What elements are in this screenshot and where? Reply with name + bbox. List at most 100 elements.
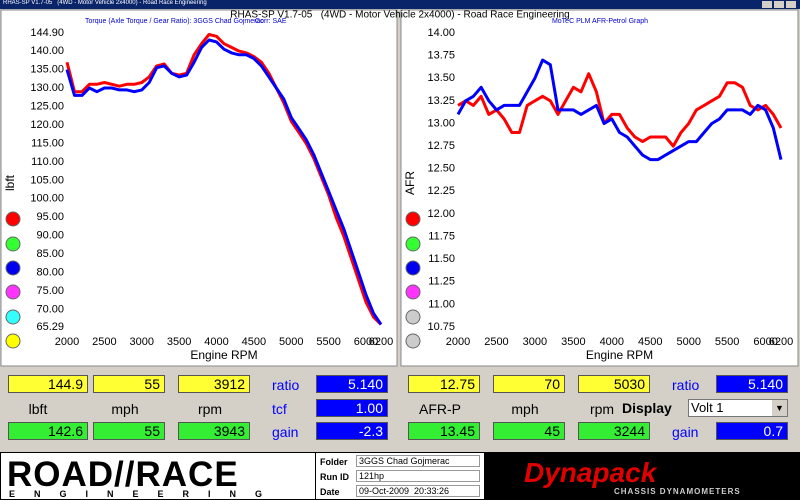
legend-dot[interactable] bbox=[405, 236, 421, 252]
x-tick-label: 3500 bbox=[167, 336, 191, 348]
readout-value: 144.9 bbox=[8, 375, 88, 393]
y-tick-label: 11.25 bbox=[428, 276, 455, 288]
y-tick-label: 12.50 bbox=[427, 163, 455, 175]
x-tick-label: 6200 bbox=[769, 336, 793, 348]
x-tick-label: 3500 bbox=[561, 336, 585, 348]
y-tick-label: 65.29 bbox=[36, 321, 64, 333]
display-value: Volt 1 bbox=[691, 400, 724, 415]
y-tick-label: 70.00 bbox=[36, 304, 64, 316]
title-bar: RHAS-SP V1.7-05 (4WD - Motor Vehicle 2x4… bbox=[0, 0, 800, 9]
maximize-button[interactable] bbox=[774, 1, 784, 8]
x-tick-label: 5000 bbox=[279, 336, 303, 348]
readout-label: rpm bbox=[589, 401, 615, 417]
chart-panel bbox=[400, 9, 799, 367]
readout-label: mph bbox=[111, 401, 139, 417]
x-tick-label: 2000 bbox=[446, 336, 470, 348]
y-tick-label: 144.90 bbox=[30, 27, 64, 39]
y-tick-label: 130.00 bbox=[30, 82, 64, 94]
readout-label: rpm bbox=[197, 401, 223, 417]
logo-main: ROAD//RACE bbox=[7, 455, 239, 494]
charts: RHAS-SP V1.7-05 (4WD - Motor Vehicle 2x4… bbox=[0, 9, 799, 367]
info-value: 09-Oct-2009 20:33:26 bbox=[356, 485, 480, 497]
legend-dot[interactable] bbox=[405, 309, 421, 325]
legend-dot[interactable] bbox=[5, 211, 21, 227]
logo-sub: ENGINEERING bbox=[9, 489, 282, 499]
readout-value: 70 bbox=[493, 375, 565, 393]
x-tick-label: 4000 bbox=[600, 336, 624, 348]
app-title: RHAS-SP V1.7-05 (4WD - Motor Vehicle 2x4… bbox=[230, 10, 569, 21]
y-tick-label: 13.25 bbox=[427, 95, 455, 107]
y-tick-label: 13.50 bbox=[427, 72, 455, 84]
legend-dot[interactable] bbox=[405, 211, 421, 227]
x-tick-label: 3000 bbox=[130, 336, 154, 348]
x-tick-label: 3000 bbox=[523, 336, 547, 348]
gain-value[interactable]: 0.7 bbox=[716, 422, 788, 440]
y-tick-label: 105.00 bbox=[30, 174, 64, 186]
y-tick-label: 14.00 bbox=[427, 27, 455, 39]
readout-panel: 144.9 55 3912 lbft mph rpm 142.6 55 3943… bbox=[0, 368, 800, 452]
x-tick-label: 5500 bbox=[715, 336, 739, 348]
chart-title: Torque (Axle Torque / Gear Ratio): 3GGS … bbox=[85, 18, 264, 25]
readout-label: AFR-P bbox=[419, 401, 461, 417]
y-tick-label: 125.00 bbox=[30, 100, 64, 112]
info-label: Folder bbox=[320, 457, 348, 467]
dropdown-arrow[interactable]: ▼ bbox=[772, 400, 787, 416]
minimize-button[interactable] bbox=[762, 1, 772, 8]
tcf-label: tcf bbox=[272, 401, 287, 417]
gain-value[interactable]: -2.3 bbox=[316, 422, 388, 440]
ratio-value[interactable]: 5.140 bbox=[316, 375, 388, 393]
gain-label: gain bbox=[272, 424, 299, 440]
y-tick-label: 13.00 bbox=[427, 117, 455, 129]
legend-dot[interactable] bbox=[5, 284, 21, 300]
left-legend bbox=[5, 211, 21, 349]
y-axis-label: AFR bbox=[403, 171, 417, 195]
brand-panel: Dynapack CHASSIS DYNAMOMETERS bbox=[484, 453, 799, 499]
tcf-value[interactable]: 1.00 bbox=[316, 399, 388, 417]
y-tick-label: 120.00 bbox=[30, 119, 64, 131]
close-button[interactable] bbox=[786, 1, 796, 8]
y-tick-label: 95.00 bbox=[36, 211, 64, 223]
y-tick-label: 90.00 bbox=[36, 230, 64, 242]
chart-subtitle: Corr: SAE bbox=[255, 18, 287, 25]
y-tick-label: 110.00 bbox=[31, 156, 64, 168]
ratio-value[interactable]: 5.140 bbox=[716, 375, 788, 393]
readout-value: 45 bbox=[493, 422, 565, 440]
readout-value: 55 bbox=[93, 422, 165, 440]
legend-dot[interactable] bbox=[405, 284, 421, 300]
y-tick-label: 12.75 bbox=[427, 140, 455, 152]
brand-sub: CHASSIS DYNAMOMETERS bbox=[614, 487, 741, 496]
legend-dot[interactable] bbox=[405, 260, 421, 276]
info-value: 121hp bbox=[356, 470, 480, 482]
y-tick-label: 100.00 bbox=[30, 193, 64, 205]
display-label: Display bbox=[622, 400, 672, 416]
ratio-label: ratio bbox=[272, 377, 300, 393]
readout-value: 5030 bbox=[578, 375, 650, 393]
legend-dot[interactable] bbox=[5, 260, 21, 276]
legend-dot[interactable] bbox=[5, 309, 21, 325]
info-label: Date bbox=[320, 487, 340, 497]
legend-dot[interactable] bbox=[405, 333, 421, 349]
readout-value: 3244 bbox=[578, 422, 650, 440]
x-tick-label: 2500 bbox=[484, 336, 508, 348]
right-legend bbox=[405, 211, 421, 349]
run-info: Folder 3GGS Chad Gojmerac Run ID 121hp D… bbox=[315, 453, 483, 499]
x-tick-label: 2000 bbox=[55, 336, 79, 348]
y-tick-label: 80.00 bbox=[36, 267, 64, 279]
footer: ROAD//RACE ENGINEERING Folder 3GGS Chad … bbox=[0, 452, 800, 500]
series-line bbox=[65, 38, 383, 326]
display-dropdown[interactable]: Volt 1 ▼ bbox=[688, 399, 788, 417]
readout-value: 12.75 bbox=[408, 375, 480, 393]
readout-label: mph bbox=[511, 401, 539, 417]
x-tick-label: 6000 bbox=[753, 336, 777, 348]
readout-value: 3912 bbox=[178, 375, 250, 393]
series-line bbox=[456, 58, 783, 162]
legend-dot[interactable] bbox=[5, 333, 21, 349]
y-tick-label: 13.75 bbox=[427, 50, 455, 62]
y-tick-label: 10.75 bbox=[427, 321, 455, 333]
legend-dot[interactable] bbox=[5, 236, 21, 252]
y-tick-label: 12.25 bbox=[427, 185, 455, 197]
readout-value: 142.6 bbox=[8, 422, 88, 440]
brand: Dynapack bbox=[524, 457, 657, 488]
y-tick-label: 115.00 bbox=[31, 137, 64, 149]
